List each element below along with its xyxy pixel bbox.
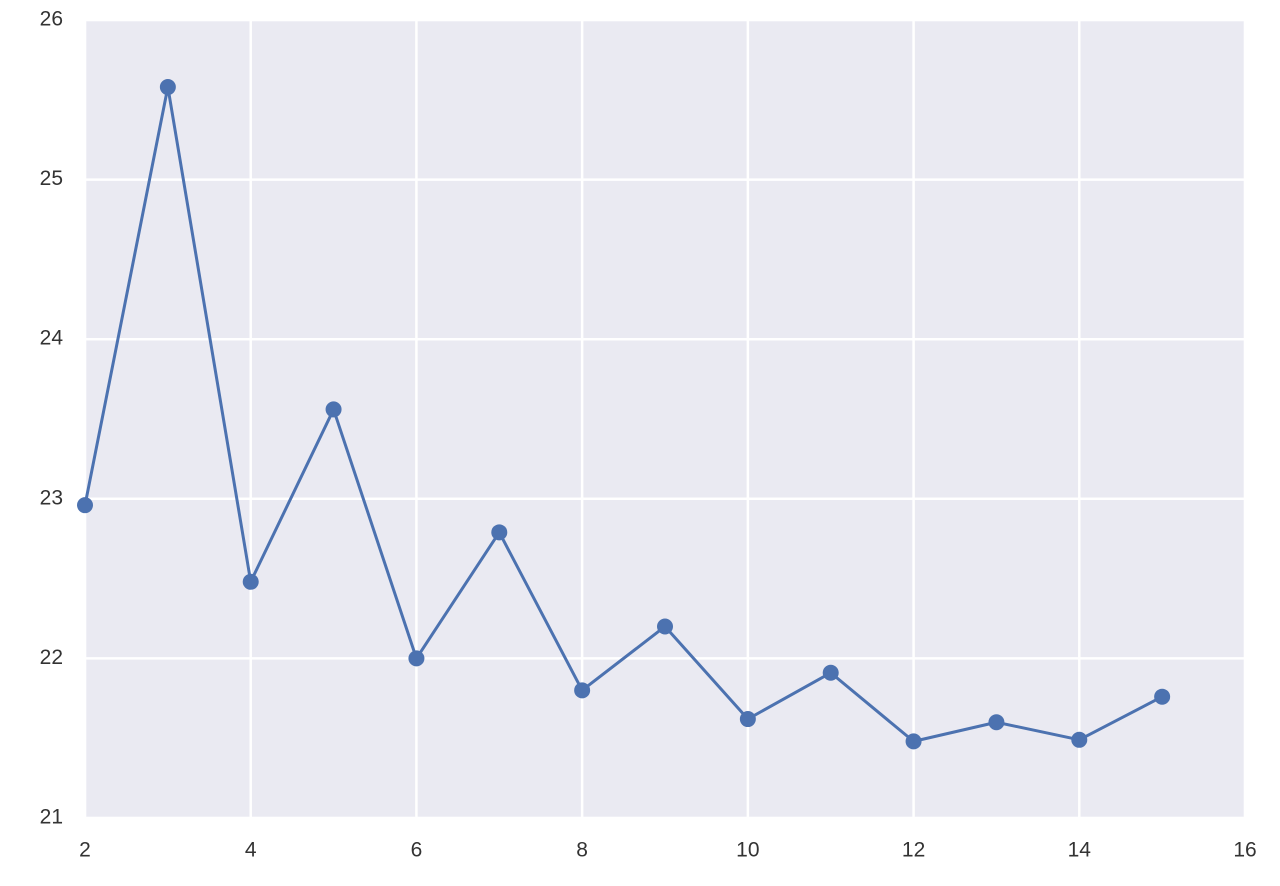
y-tick-label: 22 [40, 646, 63, 669]
y-tick-label: 26 [40, 8, 63, 31]
point [822, 664, 839, 681]
point [77, 497, 93, 514]
point [159, 79, 176, 96]
x-tick-label: 8 [576, 839, 588, 862]
y-tick-label: 25 [40, 167, 63, 190]
y-tick-label: 24 [40, 327, 64, 350]
point [408, 650, 425, 667]
point [574, 682, 591, 699]
x-tick-label: 14 [1068, 839, 1092, 862]
point [491, 524, 508, 541]
x-tick-label: 2 [79, 839, 91, 862]
point [739, 711, 756, 728]
point [1071, 731, 1088, 748]
y-tick-label: 23 [40, 486, 63, 509]
x-tick-label: 12 [902, 839, 925, 862]
point [1154, 688, 1171, 705]
point [242, 573, 259, 590]
plot-area [85, 20, 1245, 818]
line [83, 85, 1163, 743]
point [657, 618, 673, 635]
point [988, 714, 1005, 731]
x-tick-label: 10 [736, 839, 759, 862]
point [905, 733, 922, 750]
point [325, 401, 342, 418]
x-tick-label: 16 [1233, 839, 1256, 862]
x-tick-label: 6 [411, 839, 423, 862]
x-tick-label: 4 [245, 839, 257, 862]
y-tick-label: 21 [40, 806, 63, 829]
